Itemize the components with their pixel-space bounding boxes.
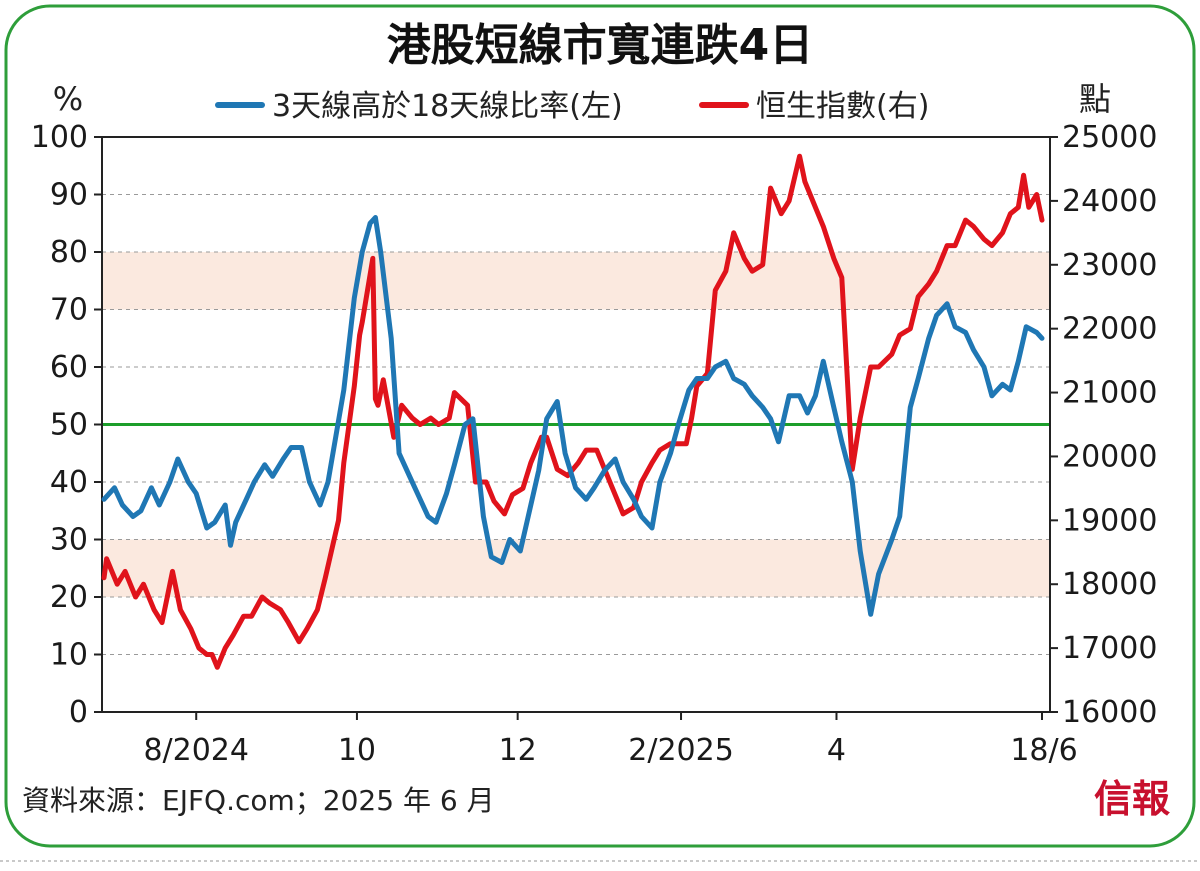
chart-title: 港股短線市寬連跌4日 <box>387 20 814 71</box>
shaded-band-1 <box>102 252 1050 310</box>
right-tick-label-5: 21000 <box>1062 376 1157 411</box>
x-tick-label-2: 12 <box>499 733 537 768</box>
right-tick-label-3: 19000 <box>1062 503 1157 538</box>
left-tick-label-7: 70 <box>50 293 88 328</box>
left-tick-label-5: 50 <box>50 408 88 443</box>
legend-label-hsi: 恒生指數(右) <box>756 89 929 124</box>
left-tick-label-8: 80 <box>50 235 88 270</box>
x-tick-label-3: 2/2025 <box>628 733 734 768</box>
right-tick-label-0: 16000 <box>1062 695 1157 730</box>
left-axis-unit: % <box>53 80 83 118</box>
right-tick-label-1: 17000 <box>1062 631 1157 666</box>
legend-label-ratio: 3天線高於18天線比率(左) <box>272 89 623 124</box>
shaded-band-0 <box>102 539 1050 597</box>
left-tick-label-9: 90 <box>50 178 88 213</box>
series-line-hsi <box>101 153 1045 670</box>
left-tick-label-10: 100 <box>31 120 88 155</box>
right-tick-label-9: 25000 <box>1062 120 1157 155</box>
x-tick-label-1: 10 <box>338 733 376 768</box>
left-tick-label-3: 30 <box>50 523 88 558</box>
x-tick-label-4: 4 <box>827 733 846 768</box>
left-tick-label-6: 60 <box>50 350 88 385</box>
x-tick-label-5: 18/6 <box>1010 733 1077 768</box>
right-tick-label-2: 18000 <box>1062 567 1157 602</box>
right-tick-label-7: 23000 <box>1062 248 1157 283</box>
source-note: 資料來源：EJFQ.com；2025 年 6 月 <box>22 784 495 817</box>
x-tick-label-0: 8/2024 <box>143 733 249 768</box>
left-tick-label-2: 20 <box>50 580 88 615</box>
right-tick-label-4: 20000 <box>1062 439 1157 474</box>
right-axis-unit: 點 <box>1079 80 1111 118</box>
plot-area: 0 10 20 30 40 50 60 70 80 90 100 16000 17000 18000 190… <box>31 120 1158 768</box>
left-tick-label-1: 10 <box>50 638 88 673</box>
left-tick-label-4: 40 <box>50 465 88 500</box>
series-line-ratio <box>101 215 1045 617</box>
right-tick-label-8: 24000 <box>1062 184 1157 219</box>
right-tick-label-6: 22000 <box>1062 312 1157 347</box>
legend: 3天線高於18天線比率(左) 恒生指數(右) <box>215 89 929 124</box>
bottom-divider <box>0 860 1200 862</box>
left-tick-label-0: 0 <box>69 695 88 730</box>
newspaper-logo: 信報 <box>1094 776 1170 821</box>
